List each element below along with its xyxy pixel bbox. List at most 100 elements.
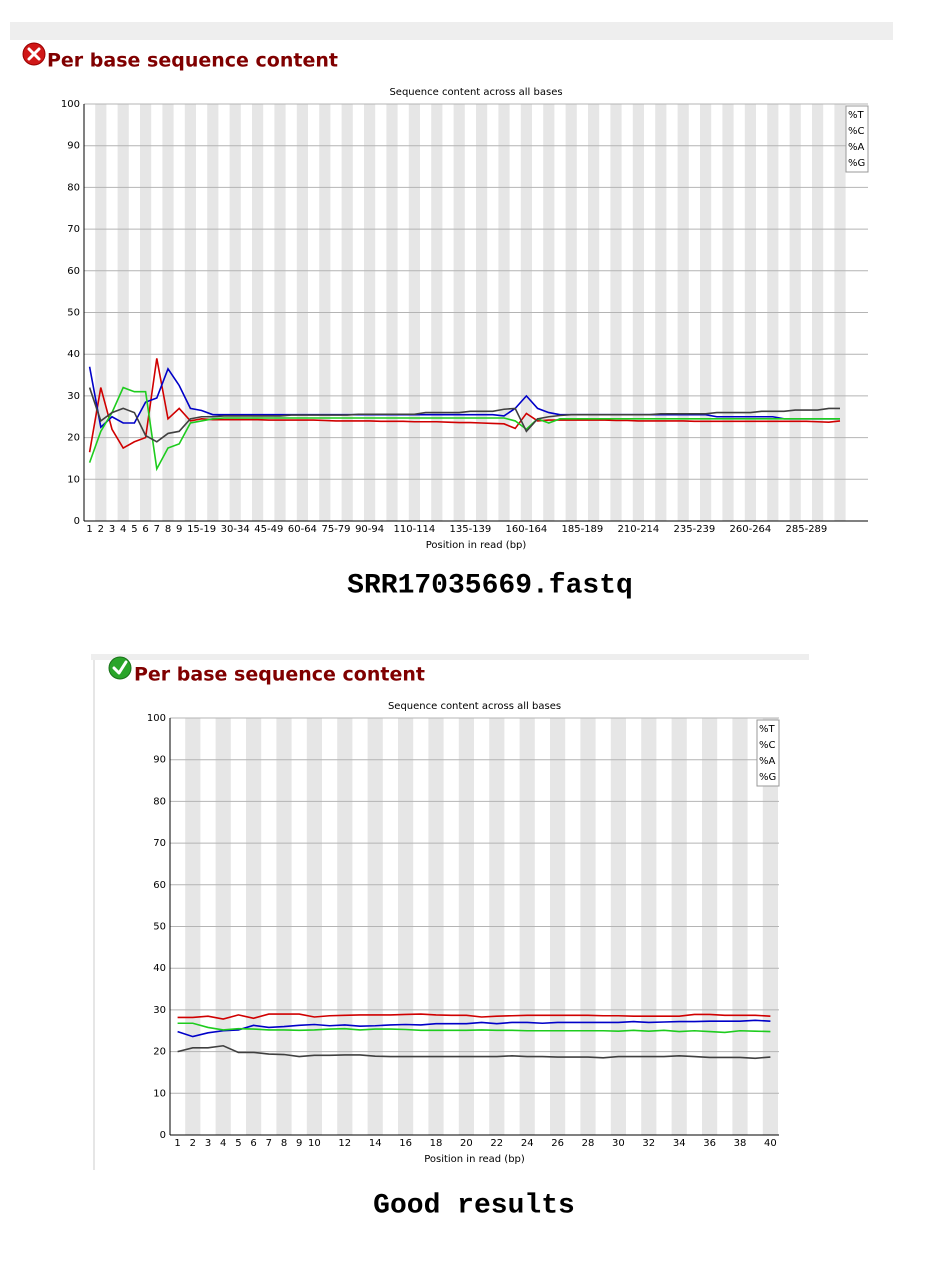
x-tick-label: 110-114 — [394, 524, 436, 535]
header-bar — [10, 22, 893, 40]
x-tick-label: 32 — [642, 1138, 655, 1149]
x-tick-label: 4 — [220, 1138, 226, 1149]
y-tick-label: 60 — [153, 880, 166, 891]
x-tick-label: 34 — [673, 1138, 686, 1149]
legend-box — [756, 719, 780, 787]
x-tick-label: 7 — [266, 1138, 272, 1149]
x-tick-label: 10 — [308, 1138, 321, 1149]
x-tick-label: 8 — [165, 524, 171, 535]
y-tick-label: 50 — [67, 308, 80, 319]
x-tick-label: 9 — [176, 524, 182, 535]
legend-box — [845, 105, 869, 173]
y-tick-label: 40 — [67, 349, 80, 360]
x-tick-label: 135-139 — [450, 524, 492, 535]
x-tick-label: 30-34 — [221, 524, 250, 535]
caption: SRR17035669.fastq — [347, 570, 633, 601]
x-tick-label: 9 — [296, 1138, 302, 1149]
x-tick-label: 5 — [235, 1138, 241, 1149]
series-line — [88, 387, 840, 443]
legend-entry: %G — [759, 772, 776, 783]
x-tick-label: 6 — [142, 524, 148, 535]
chart-title: Sequence content across all bases — [388, 701, 561, 712]
section-heading: Per base sequence content — [47, 50, 338, 72]
series-line — [88, 358, 841, 453]
x-tick-label: 1 — [86, 524, 92, 535]
y-tick-label: 70 — [153, 838, 166, 849]
y-tick-label: 40 — [153, 963, 166, 974]
x-tick-label: 3 — [205, 1138, 211, 1149]
header-bar — [91, 654, 809, 660]
chart-title: Sequence content across all bases — [389, 87, 562, 98]
section-heading: Per base sequence content — [134, 664, 425, 686]
x-tick-label: 235-239 — [674, 524, 716, 535]
x-tick-label: 20 — [460, 1138, 473, 1149]
y-tick-label: 90 — [67, 141, 80, 152]
y-tick-label: 20 — [153, 1047, 166, 1058]
chart: Sequence content across all bases 0 10 20 30… — [147, 701, 780, 1165]
x-tick-label: 24 — [521, 1138, 534, 1149]
x-tick-label: 285-289 — [786, 524, 828, 535]
x-tick-label: 160-164 — [506, 524, 548, 535]
legend-entry: %G — [848, 158, 865, 169]
y-tick-label: 100 — [61, 99, 80, 110]
x-tick-label: 12 — [338, 1138, 351, 1149]
series-line — [88, 366, 840, 429]
series-line — [177, 1022, 771, 1034]
x-tick-label: 15-19 — [187, 524, 216, 535]
x-tick-label: 30 — [612, 1138, 625, 1149]
legend-entry: %A — [759, 756, 776, 767]
x-tick-label: 5 — [131, 524, 137, 535]
x-tick-label: 185-189 — [562, 524, 604, 535]
caption: Good results — [373, 1190, 575, 1221]
x-tick-label: 45-49 — [254, 524, 283, 535]
x-tick-label: 26 — [551, 1138, 564, 1149]
legend-entry: %T — [848, 110, 865, 121]
x-tick-label: 3 — [109, 524, 115, 535]
x-tick-label: 18 — [430, 1138, 443, 1149]
y-tick-label: 30 — [153, 1005, 166, 1016]
y-tick-label: 90 — [153, 755, 166, 766]
x-tick-label: 1 — [174, 1138, 180, 1149]
y-tick-label: 50 — [153, 922, 166, 933]
x-tick-label: 28 — [582, 1138, 595, 1149]
series-line — [177, 1019, 771, 1038]
legend-entry: %C — [759, 740, 776, 751]
x-tick-label: 60-64 — [288, 524, 317, 535]
x-tick-label: 22 — [490, 1138, 503, 1149]
x-tick-label: 36 — [703, 1138, 716, 1149]
x-tick-label: 16 — [399, 1138, 412, 1149]
x-axis-label: Position in read (bp) — [424, 1154, 525, 1165]
y-tick-label: 100 — [147, 713, 166, 724]
fail-icon — [22, 42, 46, 66]
x-tick-label: 260-264 — [730, 524, 772, 535]
legend-entry: %C — [848, 126, 865, 137]
y-tick-label: 10 — [153, 1088, 166, 1099]
x-tick-label: 210-214 — [618, 524, 660, 535]
x-tick-label: 8 — [281, 1138, 287, 1149]
x-tick-label: 6 — [250, 1138, 256, 1149]
x-tick-label: 38 — [734, 1138, 747, 1149]
y-tick-label: 0 — [160, 1130, 166, 1141]
x-tick-label: 90-94 — [355, 524, 384, 535]
x-tick-label: 40 — [764, 1138, 777, 1149]
x-tick-label: 2 — [98, 524, 104, 535]
pass-icon — [108, 656, 132, 680]
y-tick-label: 10 — [67, 474, 80, 485]
y-tick-label: 80 — [67, 182, 80, 193]
y-tick-label: 30 — [67, 391, 80, 402]
series-line — [88, 386, 840, 472]
x-tick-label: 7 — [154, 524, 160, 535]
y-tick-label: 80 — [153, 796, 166, 807]
series-line — [177, 1013, 771, 1020]
y-tick-label: 70 — [67, 224, 80, 235]
x-tick-label: 75-79 — [321, 524, 350, 535]
legend-entry: %T — [759, 724, 776, 735]
x-tick-label: 2 — [190, 1138, 196, 1149]
series-line — [177, 1044, 771, 1060]
y-tick-label: 60 — [67, 266, 80, 277]
x-tick-label: 14 — [369, 1138, 382, 1149]
x-tick-label: 4 — [120, 524, 126, 535]
x-axis-label: Position in read (bp) — [426, 540, 527, 551]
y-tick-label: 0 — [74, 516, 80, 527]
